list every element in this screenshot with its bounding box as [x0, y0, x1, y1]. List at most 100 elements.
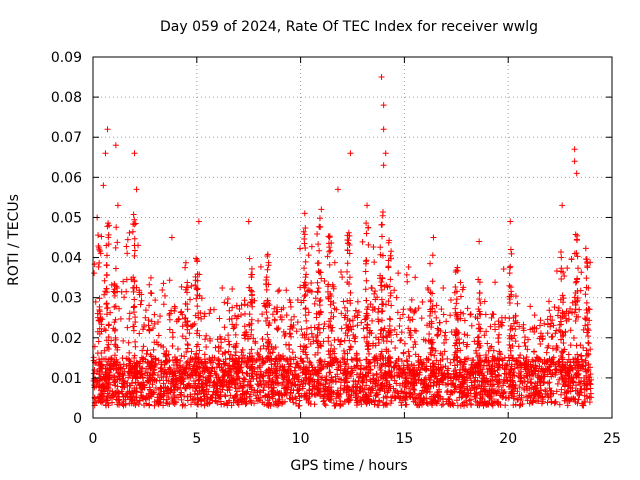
data-point [305, 252, 312, 259]
data-point [244, 371, 251, 378]
data-point [369, 317, 376, 324]
data-point [315, 268, 322, 275]
data-point [535, 358, 542, 365]
data-point [104, 358, 111, 365]
data-point [103, 289, 110, 296]
peak-point [245, 218, 252, 225]
data-point [131, 278, 138, 285]
peak-point [378, 74, 385, 81]
data-point [188, 370, 195, 377]
data-point [476, 290, 483, 297]
data-point [570, 374, 577, 381]
data-point [341, 365, 348, 372]
data-point [166, 401, 173, 408]
data-point [142, 314, 149, 321]
data-point [585, 339, 592, 346]
data-point [263, 286, 270, 293]
data-point [585, 367, 592, 374]
data-point [326, 391, 333, 398]
data-point [306, 387, 313, 394]
data-point [332, 355, 339, 362]
data-point [177, 391, 184, 398]
data-point [169, 334, 176, 341]
data-point [127, 382, 134, 389]
data-point [194, 292, 201, 298]
data-point [315, 321, 322, 328]
data-point [375, 391, 382, 398]
data-point [457, 315, 464, 322]
data-point [379, 354, 386, 361]
data-point [249, 363, 256, 370]
data-point [172, 370, 179, 377]
data-point [331, 305, 338, 312]
data-point [357, 385, 364, 392]
data-point [283, 389, 290, 396]
data-point [440, 311, 447, 318]
data-point [575, 313, 582, 320]
data-point [577, 385, 584, 392]
data-point [243, 398, 250, 405]
data-point [339, 354, 346, 361]
data-point [305, 399, 312, 406]
data-point [400, 306, 407, 313]
data-point [328, 328, 335, 335]
data-point [155, 372, 162, 379]
data-point [316, 329, 323, 336]
data-point [105, 234, 112, 241]
data-point [331, 402, 338, 409]
data-point [151, 402, 158, 409]
data-point [221, 324, 228, 331]
data-point [257, 345, 264, 352]
data-point [131, 303, 138, 310]
data-point [279, 392, 286, 399]
chart-title: Day 059 of 2024, Rate Of TEC Index for r… [160, 19, 538, 35]
data-point [305, 336, 312, 343]
data-point [148, 393, 155, 400]
data-point [585, 374, 592, 381]
data-point [328, 240, 335, 247]
data-point [116, 375, 123, 382]
data-point [258, 381, 265, 388]
data-point [312, 351, 319, 358]
data-point [516, 323, 523, 330]
data-point [182, 370, 189, 377]
data-point [112, 334, 119, 341]
data-point [244, 302, 251, 309]
data-point [305, 309, 312, 316]
data-point [281, 368, 288, 375]
data-point [241, 323, 248, 330]
data-point [175, 316, 182, 323]
data-point [226, 362, 233, 369]
data-point [477, 395, 484, 402]
data-point [379, 385, 386, 392]
data-point [511, 372, 518, 379]
data-point [416, 371, 423, 378]
data-point [510, 386, 517, 393]
data-point [526, 400, 533, 407]
data-point [107, 309, 114, 316]
data-point [241, 376, 248, 383]
data-point [572, 231, 579, 238]
data-point [148, 290, 155, 297]
data-point [145, 360, 152, 367]
data-point [344, 260, 351, 267]
data-point [213, 389, 220, 396]
data-point [507, 323, 514, 330]
data-point [405, 379, 412, 386]
data-point [248, 326, 255, 333]
data-point [283, 287, 290, 294]
data-point [443, 381, 450, 388]
data-point [248, 346, 255, 353]
data-point [415, 364, 422, 371]
data-point [358, 319, 365, 326]
data-point [419, 299, 426, 306]
data-point [306, 393, 313, 400]
data-point [387, 276, 394, 283]
data-point [447, 402, 454, 409]
data-point [166, 316, 173, 323]
data-point [101, 291, 108, 298]
data-point [193, 350, 200, 357]
data-point [540, 379, 547, 386]
data-point [264, 331, 271, 338]
data-point [542, 390, 549, 397]
